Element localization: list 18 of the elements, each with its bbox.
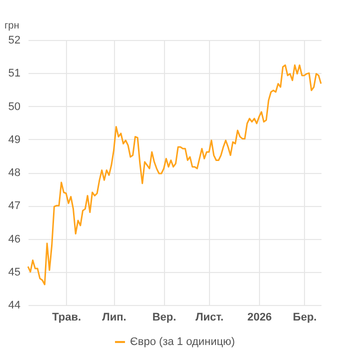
line-series (27, 64, 322, 286)
x-tick-label: Вер. (152, 312, 176, 324)
legend-label: Євро (за 1 одиницю) (130, 336, 235, 348)
y-axis-title: грн (4, 20, 20, 32)
y-tick-label: 46 (8, 233, 20, 246)
y-tick-label: 45 (8, 266, 20, 278)
y-tick-label: 47 (8, 200, 20, 212)
x-tick-label: Лип. (102, 312, 126, 324)
y-tick-label: 51 (8, 68, 20, 80)
y-tick-label: 49 (8, 134, 20, 146)
x-tick-label: Трав. (52, 312, 82, 324)
x-tick-label: 2026 (247, 312, 272, 324)
x-tick-label: Бер. (292, 312, 317, 324)
x-tick-label: Лист. (196, 312, 224, 324)
y-tick-label: 52 (8, 34, 20, 46)
y-tick-label: 50 (8, 100, 20, 113)
y-tick-label: 44 (8, 300, 20, 312)
y-tick-label: 48 (8, 167, 20, 179)
